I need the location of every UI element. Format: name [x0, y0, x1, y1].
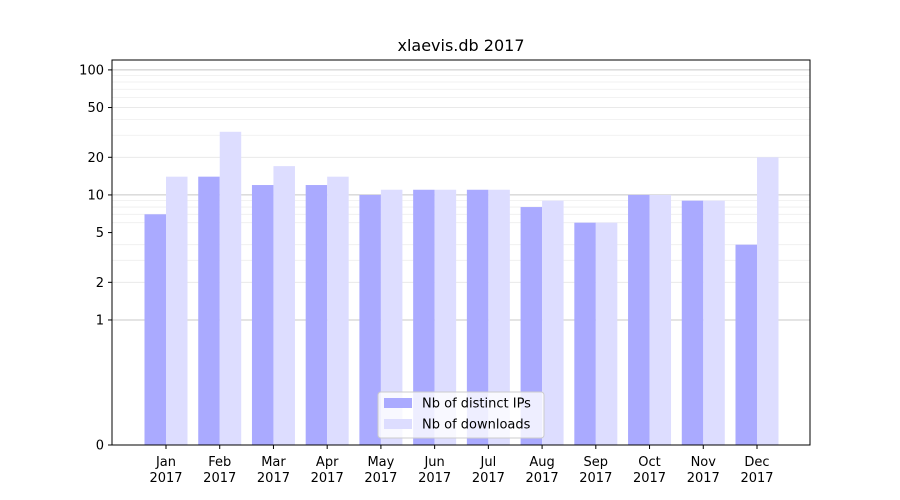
x-tick-label-month: May: [367, 455, 394, 470]
x-tick-label-month: Oct: [638, 455, 660, 470]
y-tick-label: 2: [96, 276, 104, 291]
y-axis-ticks: 0 1 2 5 10 20 50 100: [79, 63, 112, 454]
x-tick-label-month: Feb: [208, 455, 231, 470]
x-tick-label-month: Dec: [744, 455, 769, 470]
bar-distinct-ips: [466, 189, 489, 445]
y-tick-label: 100: [79, 63, 104, 78]
x-tick-label-year: 2017: [418, 471, 451, 486]
x-tick-label-year: 2017: [633, 471, 666, 486]
x-tick-label-year: 2017: [579, 471, 612, 486]
x-tick-label-month: Jul: [480, 455, 497, 470]
bar-distinct-ips: [251, 185, 274, 445]
legend: Nb of distinct IPs Nb of downloads: [377, 391, 545, 439]
bar-distinct-ips: [735, 244, 757, 445]
x-tick-label-year: 2017: [687, 471, 720, 486]
x-tick-label-year: 2017: [311, 471, 344, 486]
bar-downloads: [327, 176, 349, 445]
x-tick-label-month: Mar: [261, 455, 286, 470]
x-tick-label-month: Jun: [423, 455, 444, 470]
bar-downloads: [380, 189, 403, 445]
x-tick-label-year: 2017: [364, 471, 397, 486]
x-axis-ticks: Jan2017Feb2017Mar2017Apr2017May2017Jun20…: [149, 445, 774, 486]
y-tick-label: 20: [87, 151, 104, 166]
bar-distinct-ips: [198, 176, 220, 445]
y-tick-label: 0: [96, 439, 104, 454]
bar-distinct-ips: [144, 214, 166, 445]
bar-downloads: [703, 200, 725, 445]
x-tick-label-month: Sep: [584, 455, 609, 470]
bar-downloads: [434, 189, 457, 445]
x-tick-label-month: Jan: [155, 455, 176, 470]
x-tick-label-year: 2017: [257, 471, 290, 486]
legend-swatch: [384, 419, 412, 429]
bar-distinct-ips: [628, 194, 650, 445]
x-tick-label-month: Apr: [316, 455, 339, 470]
bar-distinct-ips: [681, 200, 704, 445]
legend-swatch: [384, 398, 412, 408]
x-tick-label-year: 2017: [526, 471, 559, 486]
bar-downloads: [595, 222, 618, 445]
x-tick-label-month: Aug: [529, 455, 554, 470]
bar-downloads: [649, 194, 672, 445]
x-tick-label-year: 2017: [203, 471, 236, 486]
bar-distinct-ips: [305, 185, 328, 445]
plot-frame: [111, 59, 811, 446]
bar-distinct-ips: [520, 207, 543, 445]
chart-title: xlaevis.db 2017: [397, 36, 524, 55]
bar-distinct-ips: [413, 189, 435, 445]
bars: [144, 131, 779, 445]
x-tick-label-year: 2017: [740, 471, 773, 486]
x-tick-label-year: 2017: [149, 471, 182, 486]
y-tick-label: 5: [96, 226, 104, 241]
y-tick-label: 10: [87, 188, 104, 203]
legend-box: [377, 391, 545, 439]
x-tick-label-month: Nov: [691, 455, 717, 470]
legend-label: Nb of distinct IPs: [422, 397, 531, 412]
bar-downloads: [219, 131, 242, 445]
x-tick-label-year: 2017: [472, 471, 505, 486]
bar-distinct-ips: [359, 194, 381, 445]
y-tick-label: 50: [87, 101, 104, 116]
bar-downloads: [166, 176, 188, 445]
bar-downloads: [757, 157, 779, 445]
bar-downloads: [488, 189, 510, 445]
legend-label: Nb of downloads: [422, 418, 531, 433]
y-tick-label: 1: [96, 313, 104, 328]
bar-downloads: [542, 200, 564, 445]
bar-downloads: [273, 166, 295, 445]
bar-distinct-ips: [574, 222, 596, 445]
